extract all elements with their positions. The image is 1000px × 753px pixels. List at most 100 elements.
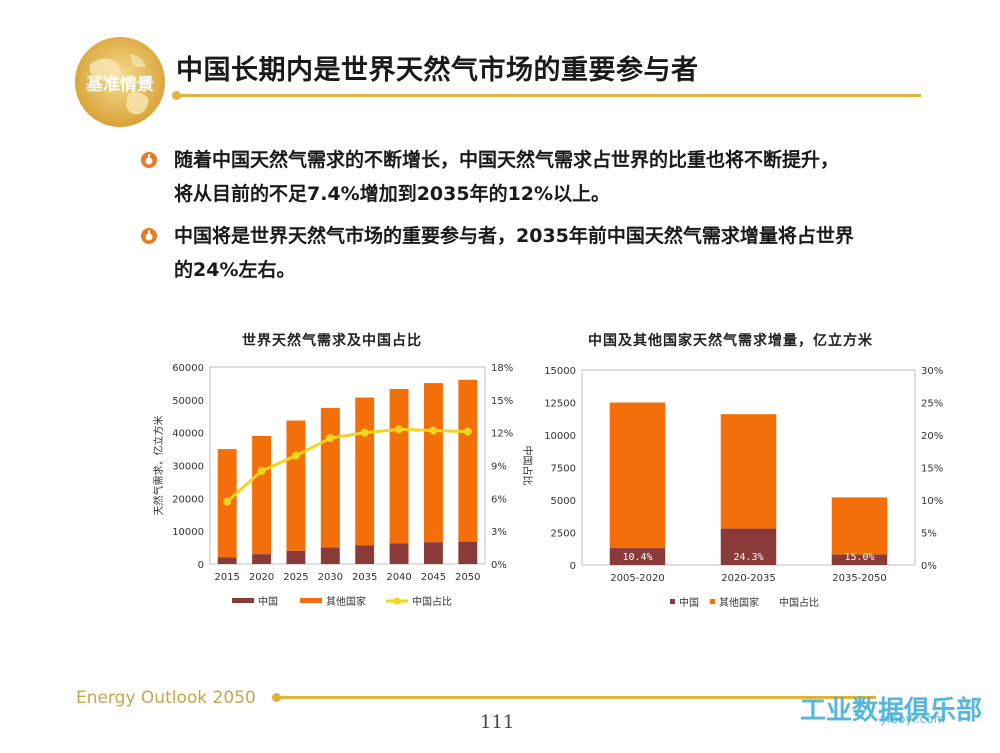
globe-logo-icon: 基准情景 <box>75 37 165 127</box>
x-tick-label: 2020-2035 <box>721 573 776 584</box>
legend-swatch <box>670 599 675 604</box>
y-tick-label: 60000 <box>172 363 204 374</box>
watermark: 工业数据俱乐部 <box>800 696 983 726</box>
bar-china <box>389 543 409 564</box>
bullet-icon <box>141 228 157 244</box>
y-tick-label: 10000 <box>544 431 576 442</box>
y-tick-label: 7500 <box>551 464 576 475</box>
share-point <box>429 426 438 435</box>
bullet-2: 中国将是世界天然气市场的重要参与者，2035年前中国天然气需求增量将占世界 的2… <box>140 219 930 287</box>
page-number: 111 <box>480 712 515 733</box>
bar-other <box>389 388 409 544</box>
y2-tick-label: 15% <box>491 396 513 407</box>
watermark-url: yiboyi.com <box>880 712 946 726</box>
y-tick-label: 20000 <box>172 494 204 505</box>
bar-other <box>458 379 478 542</box>
x-tick-label: 2035 <box>352 572 377 583</box>
bullet-icon <box>141 152 157 168</box>
badge-text: 基准情景 <box>85 74 154 95</box>
legend-label: 中国占比 <box>779 596 819 609</box>
data-label: 10.4% <box>622 552 652 563</box>
y-tick-label: 0 <box>198 560 204 571</box>
bar-china <box>423 542 443 564</box>
chart1-title: 世界天然气需求及中国占比 <box>242 333 422 349</box>
share-point <box>360 428 369 437</box>
x-tick-label: 2025 <box>283 572 308 583</box>
bullet-1-line2: 将从目前的不足7.4%增加到2035年的12%以上。 <box>174 183 611 205</box>
bar-china <box>320 547 340 564</box>
y2-tick-label: 0% <box>491 560 507 571</box>
x-tick-label: 2030 <box>318 572 343 583</box>
y2-tick-label: 25% <box>921 399 943 410</box>
legend-swatch-marker <box>393 597 401 605</box>
title-rule <box>176 94 921 97</box>
legend-swatch <box>232 598 254 603</box>
y2-tick-label: 5% <box>921 529 937 540</box>
y-tick-label: 12500 <box>544 399 576 410</box>
bullet-2-line2: 的24%左右。 <box>174 259 296 281</box>
y2-tick-label: 0% <box>921 561 937 572</box>
share-point <box>395 425 404 434</box>
bar-other <box>423 383 443 543</box>
data-label: 24.3% <box>733 552 763 563</box>
y-tick-label: 0 <box>570 561 576 572</box>
bar-china <box>831 554 888 565</box>
y-tick-label: 30000 <box>172 462 204 473</box>
plot-frame <box>209 366 486 565</box>
y2-tick-label: 18% <box>491 363 513 374</box>
x-tick-label: 2015 <box>214 572 239 583</box>
bullet-2-line1: 中国将是世界天然气市场的重要参与者，2035年前中国天然气需求增量将占世界 <box>174 225 854 247</box>
bar-china <box>609 548 666 565</box>
y-tick-label: 2500 <box>551 529 576 540</box>
bar-china <box>355 545 375 564</box>
y-tick-label: 50000 <box>172 396 204 407</box>
x-tick-label: 2050 <box>455 572 480 583</box>
share-point <box>223 497 232 506</box>
share-point <box>463 427 472 436</box>
legend-label: 中国 <box>258 595 278 608</box>
x-tick-label: 2005-2020 <box>610 573 665 584</box>
bar-other <box>831 497 888 555</box>
bullet-1: 随着中国天然气需求的不断增长，中国天然气需求占世界的比重也将不断提升， 将从目前… <box>140 143 930 211</box>
data-label: 15.0% <box>844 552 874 563</box>
bar-china <box>286 550 306 564</box>
bar-other <box>286 420 306 551</box>
y2-tick-label: 3% <box>491 527 507 538</box>
slide-title: 中国长期内是世界天然气市场的重要参与者 <box>176 55 699 86</box>
chart2-svg: 0 2500 5000 7500 10000 12500 15000 0% 5% 10% 15% 20… <box>544 366 943 609</box>
bar-china <box>720 528 777 565</box>
x-tick-label: 2020 <box>249 572 274 583</box>
legend-label: 其他国家 <box>326 595 366 608</box>
share-point <box>326 434 335 443</box>
y2-tick-label: 20% <box>921 431 943 442</box>
bar-other <box>320 408 340 548</box>
share-point <box>291 451 300 460</box>
y-tick-label: 40000 <box>172 429 204 440</box>
share-point <box>257 466 266 475</box>
chart2-title: 中国及其他国家天然气需求增量，亿立方米 <box>588 333 873 349</box>
legend-swatch <box>710 599 715 604</box>
x-tick-label: 2040 <box>386 572 411 583</box>
legend-swatch <box>300 598 322 603</box>
bar-china <box>252 554 272 564</box>
y2-tick-label: 15% <box>921 464 943 475</box>
chart2: 0 2500 5000 7500 10000 12500 15000 0% 5% 10% 15% 20… <box>530 350 960 620</box>
legend-label: 其他国家 <box>719 596 759 609</box>
chart1: 0 10000 20000 30000 40000 50000 60000 0% 3% 6% 9% 1… <box>140 350 540 620</box>
y2-tick-label: 6% <box>491 494 507 505</box>
y-axis-title: 天然气需求，亿立方米 <box>152 416 165 516</box>
y-tick-label: 5000 <box>551 496 576 507</box>
bullet-1-line1: 随着中国天然气需求的不断增长，中国天然气需求占世界的比重也将不断提升， <box>174 149 840 171</box>
y2-tick-label: 9% <box>491 462 507 473</box>
bar-china <box>458 541 478 564</box>
bar-other <box>609 402 666 549</box>
legend-label: 中国 <box>679 596 699 609</box>
y2-tick-label: 10% <box>921 496 943 507</box>
bar-other <box>252 435 272 555</box>
x-tick-label: 2045 <box>421 572 446 583</box>
share-line <box>226 427 468 503</box>
y2-tick-label: 12% <box>491 429 513 440</box>
y-tick-label: 15000 <box>544 366 576 377</box>
y2-axis-title: 中国占比 <box>521 446 534 486</box>
footer-text: Energy Outlook 2050 <box>76 688 256 708</box>
